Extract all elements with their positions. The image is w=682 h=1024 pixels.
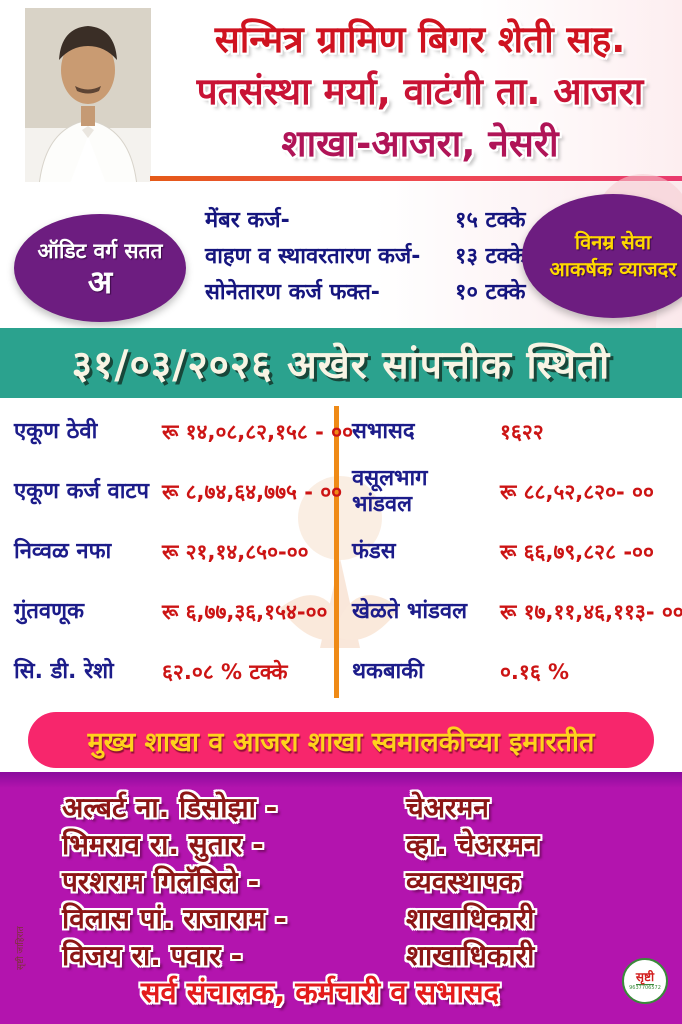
design-credit-vertical: सृष्टी जाहिरात: [16, 926, 26, 970]
financial-row: सभासद १६२२: [352, 402, 678, 462]
official-name: अल्बर्ट ना. डिसोझा -: [62, 791, 278, 824]
official-role: व्हा. चेअरमन: [406, 828, 540, 861]
official-role: शाखाधिकारी: [406, 939, 535, 972]
header: सन्मित्र ग्रामिण बिगर शेती सह. पतसंस्था …: [0, 0, 682, 186]
title-line-2: पतसंस्था मर्या, वाटंगी ता. आजरा: [196, 70, 644, 113]
loan-rate-value: १३ टक्के: [455, 244, 526, 269]
official-name: भिमराव रा. सुतार -: [62, 828, 264, 861]
official-row: विलास पां. राजाराम - शाखाधिकारी: [62, 899, 662, 936]
loan-rates-list: मेंबर कर्ज- १५ टक्के वाहण व स्थावरतारण क…: [205, 204, 550, 312]
service-badge-line-2: आकर्षक व्याजदर: [549, 257, 677, 281]
service-badge-line-1: विनम्र सेवा: [574, 230, 652, 254]
financial-row: सि. डी. रेशो ६२.०८ % टक्के: [14, 642, 326, 702]
financial-row: फंडस रू ६६,७९,८२८ -००: [352, 522, 678, 582]
financial-label: सि. डी. रेशो: [14, 659, 114, 684]
financial-row: एकूण कर्ज वाटप रू ८,७४,६४,७७५ - ००: [14, 462, 342, 522]
audit-grade-letter: अ: [87, 263, 113, 301]
service-badge: विनम्र सेवा आकर्षक व्याजदर: [522, 194, 682, 318]
financial-value: ६२.०८ % टक्के: [162, 660, 288, 684]
audit-grade-badge: ऑडिट वर्ग सतत अ: [14, 214, 186, 322]
official-name: विलास पां. राजाराम -: [62, 902, 287, 935]
financial-label: एकूण कर्ज वाटप: [14, 479, 150, 504]
official-role: व्यवस्थापक: [406, 865, 521, 898]
official-row: अल्बर्ट ना. डिसोझा - चेअरमन: [62, 788, 662, 825]
financial-value: रू ६६,७९,८२८ -००: [500, 540, 654, 564]
loan-rate-row: वाहण व स्थावरतारण कर्ज- १३ टक्के: [205, 240, 550, 276]
financial-row: थकबाकी ०.१६ %: [352, 642, 678, 702]
financial-label: खेळते भांडवल: [352, 599, 467, 624]
official-row: परशराम गिलॅबिले - व्यवस्थापक: [62, 862, 662, 899]
official-role: शाखाधिकारी: [406, 902, 535, 935]
financial-value: रू ६,७७,३६,१५४-००: [162, 600, 328, 624]
building-banner-text: मुख्य शाखा व आजरा शाखा स्वमालकीच्या इमार…: [87, 726, 595, 758]
financial-value: रू ८,७४,६४,७७५ - ००: [162, 480, 343, 504]
financial-row: निव्वळ नफा रू २१,१४,८५०-००: [14, 522, 326, 582]
header-divider-rule: [150, 176, 682, 181]
financial-label: फंडस: [352, 539, 396, 564]
financial-value: ०.१६ %: [500, 660, 570, 684]
financial-column-right: सभासद १६२२ वसूलभाग भांडवल रू ८८,५२,८२०- …: [352, 402, 682, 702]
official-row: भिमराव रा. सुतार - व्हा. चेअरमन: [62, 825, 662, 862]
official-name: विजय रा. पवार -: [62, 939, 243, 972]
loan-rate-row: मेंबर कर्ज- १५ टक्के: [205, 204, 550, 240]
official-role: चेअरमन: [406, 791, 489, 824]
building-banner: मुख्य शाखा व आजरा शाखा स्वमालकीच्या इमार…: [28, 712, 654, 768]
loan-rate-label: सोनेतारण कर्ज फक्त-: [205, 280, 380, 305]
official-name: परशराम गिलॅबिले -: [62, 865, 260, 898]
loan-rate-label: वाहण व स्थावरतारण कर्ज-: [205, 244, 421, 269]
press-logo-name: सृष्टी: [635, 969, 655, 985]
loan-rate-row: सोनेतारण कर्ज फक्त- १० टक्के: [205, 276, 550, 312]
chairman-portrait-image: [25, 8, 151, 186]
financial-row: एकूण ठेवी रू १४,०८,८२,१५८ - ००: [14, 402, 353, 462]
status-banner-text: ३१/०३/२०२६ अखेर सांपत्तीक स्थिती: [71, 342, 611, 388]
officials-section: सृष्टी जाहिरात अल्बर्ट ना. डिसोझा - चेअर…: [0, 772, 682, 1024]
financial-row: खेळते भांडवल रू १७,११,४६,११३- ००: [352, 582, 682, 642]
financial-value: १६२२: [500, 420, 544, 444]
loan-rate-value: १० टक्के: [455, 280, 526, 305]
lotus-mic-watermark-icon: [280, 476, 400, 648]
financial-row: गुंतवणूक रू ६,७७,३६,१५४-००: [14, 582, 328, 642]
footer-line: सर्व संचालक, कर्मचारी व सभासद: [140, 975, 500, 1009]
financial-value: रू १७,११,४६,११३- ००: [500, 600, 682, 624]
financial-value: रू १४,०८,८२,१५८ - ००: [162, 420, 354, 444]
status-banner: ३१/०३/२०२६ अखेर सांपत्तीक स्थिती: [0, 328, 682, 398]
financial-label: निव्वळ नफा: [14, 539, 112, 564]
press-logo-phone: 9637706572: [629, 984, 661, 991]
society-title: सन्मित्र ग्रामिण बिगर शेती सह. पतसंस्था …: [158, 14, 682, 170]
title-line-1: सन्मित्र ग्रामिण बिगर शेती सह.: [214, 18, 626, 61]
financial-label: एकूण ठेवी: [14, 419, 98, 444]
financial-label: वसूलभाग भांडवल: [352, 466, 428, 517]
officials-list: अल्बर्ट ना. डिसोझा - चेअरमन भिमराव रा. स…: [62, 788, 662, 973]
loan-rate-label: मेंबर कर्ज-: [205, 208, 290, 233]
audit-badge-text: ऑडिट वर्ग सतत: [37, 239, 163, 263]
financial-label: सभासद: [352, 419, 415, 444]
financial-column-left: एकूण ठेवी रू १४,०८,८२,१५८ - ०० एकूण कर्ज…: [14, 402, 353, 702]
column-divider: [334, 406, 339, 698]
financial-row: वसूलभाग भांडवल रू ८८,५२,८२०- ००: [352, 462, 678, 522]
financial-value: रू ८८,५२,८२०- ००: [500, 480, 654, 504]
financial-summary: एकूण ठेवी रू १४,०८,८२,१५८ - ०० एकूण कर्ज…: [0, 398, 682, 708]
badges-band: ऑडिट वर्ग सतत अ मेंबर कर्ज- १५ टक्के वाह…: [0, 174, 682, 402]
press-logo: सृष्टी 9637706572: [622, 958, 668, 1004]
financial-label: गुंतवणूक: [14, 599, 84, 624]
loan-rate-value: १५ टक्के: [455, 208, 526, 233]
financial-label: थकबाकी: [352, 659, 424, 684]
chairman-photo: [25, 8, 151, 186]
financial-value: रू २१,१४,८५०-००: [162, 540, 309, 564]
title-line-3: शाखा-आजरा, नेसरी: [281, 122, 559, 165]
building-banner-band: मुख्य शाखा व आजरा शाखा स्वमालकीच्या इमार…: [0, 708, 682, 772]
official-row: विजय रा. पवार - शाखाधिकारी: [62, 936, 662, 973]
